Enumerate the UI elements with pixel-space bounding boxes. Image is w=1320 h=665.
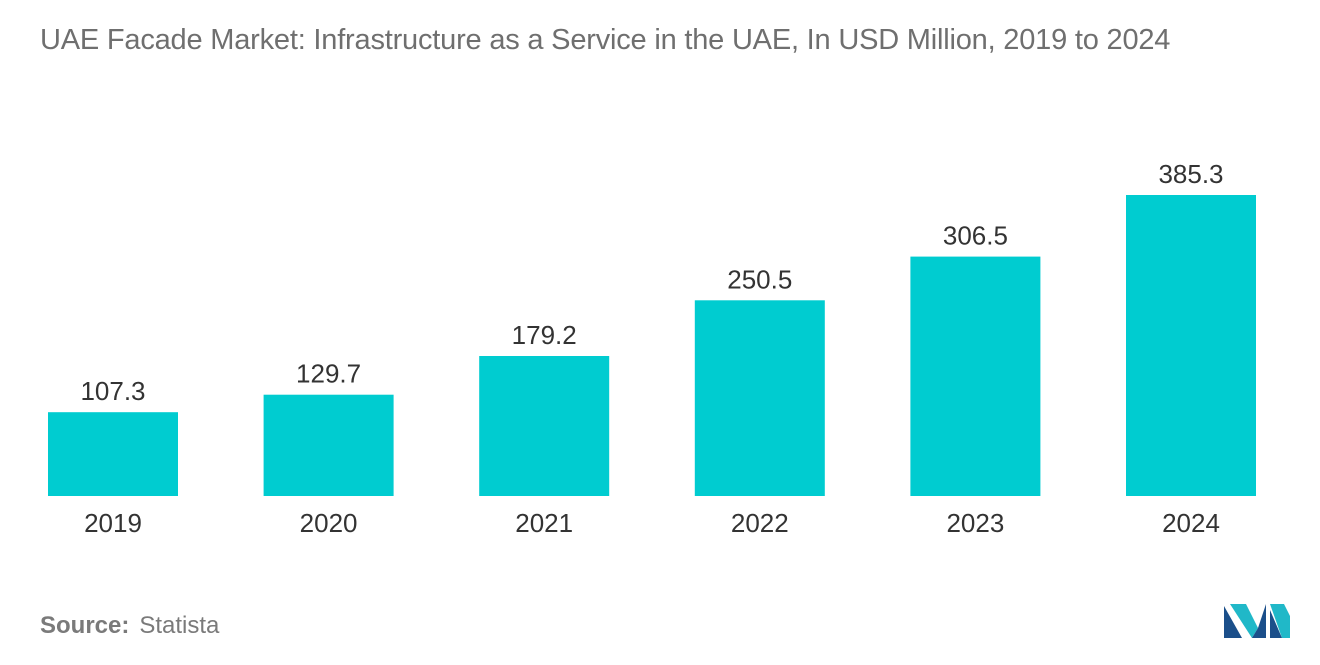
value-label-2020: 129.7 — [296, 359, 361, 389]
bar-2020 — [263, 394, 394, 496]
value-label-2019: 107.3 — [80, 376, 145, 406]
chart-title: UAE Facade Market: Infrastructure as a S… — [40, 24, 1171, 56]
source-value: Statista — [139, 612, 220, 639]
x-tick-label-2021: 2021 — [515, 508, 573, 538]
value-label-2022: 250.5 — [727, 264, 792, 294]
bar-2022 — [694, 300, 825, 496]
bar-2024 — [1126, 195, 1256, 496]
x-tick-label-2023: 2023 — [946, 508, 1004, 538]
mordor-intelligence-logo-icon — [1224, 604, 1290, 638]
value-label-2021: 179.2 — [512, 320, 577, 350]
bar-2019 — [48, 412, 178, 496]
value-label-2023: 306.5 — [943, 221, 1008, 251]
value-labels-layer: 107.3 129.7 179.2 250.5 306.5 385.3 — [80, 159, 1223, 406]
bars-layer — [48, 195, 1256, 496]
value-label-2024: 385.3 — [1158, 159, 1223, 189]
source-attribution: Source: Statista — [40, 612, 219, 640]
tick-labels-layer: 2019 2020 2021 2022 2023 2024 — [84, 508, 1220, 538]
bar-2021 — [479, 356, 610, 496]
bar-2023 — [910, 256, 1041, 496]
x-tick-label-2022: 2022 — [731, 508, 789, 538]
x-tick-label-2020: 2020 — [300, 508, 358, 538]
x-tick-label-2024: 2024 — [1162, 508, 1220, 538]
x-tick-label-2019: 2019 — [84, 508, 142, 538]
source-label: Source: — [40, 612, 130, 639]
brand-logo — [1222, 600, 1292, 645]
